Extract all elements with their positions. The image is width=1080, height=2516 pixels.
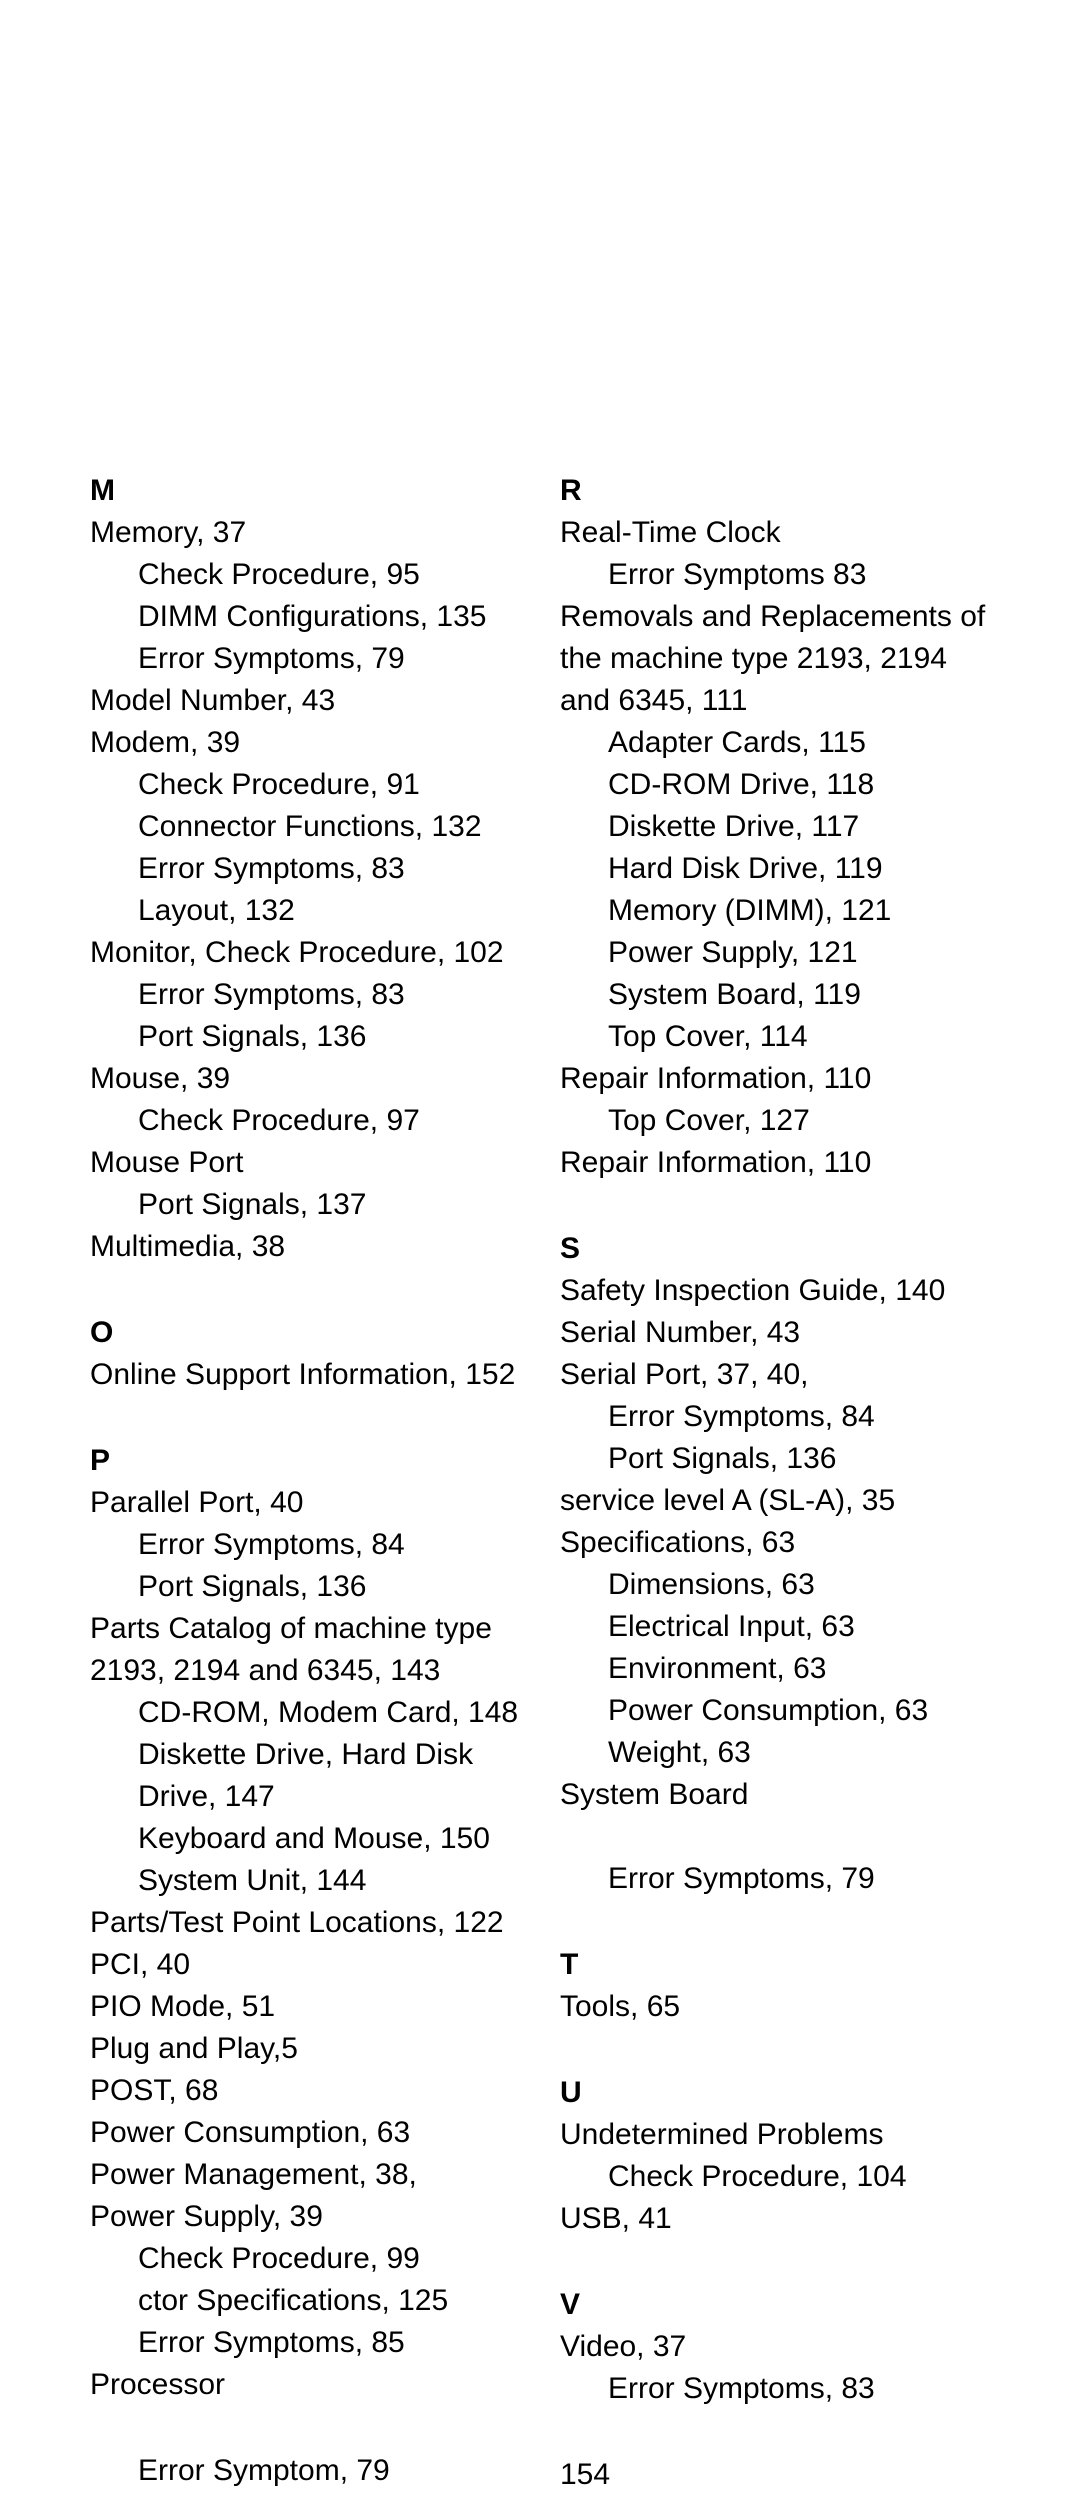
index-subentry: DIMM Configurations, 135 (90, 596, 520, 638)
index-section: MMemory, 37Check Procedure, 95DIMM Confi… (90, 470, 520, 1268)
index-subentry: Top Cover, 127 (560, 1100, 990, 1142)
index-entry: USB, 41 (560, 2198, 990, 2240)
index-entry: Multimedia, 38 (90, 1226, 520, 1268)
section-header: P (90, 1440, 520, 1482)
index-subentry: System Board, 119 (560, 974, 990, 1016)
section-header: V (560, 2284, 990, 2326)
index-subentry: CD-ROM Drive, 118 (560, 764, 990, 806)
index-subentry: Error Symptom, 79 (90, 2450, 520, 2492)
index-subentry: Check Procedure, 91 (90, 764, 520, 806)
index-subentry: Error Symptoms, 84 (560, 1396, 990, 1438)
index-entry: Parts/Test Point Locations, 122 (90, 1902, 520, 1944)
index-entry: Tools, 65 (560, 1986, 990, 2028)
index-section: OOnline Support Information, 152 (90, 1312, 520, 1396)
index-subentry: Keyboard and Mouse, 150 (90, 1818, 520, 1860)
section-header: U (560, 2072, 990, 2114)
index-entry: PIO Mode, 51 (90, 1986, 520, 2028)
index-entry (560, 1816, 990, 1858)
index-entry: Real-Time Clock (560, 512, 990, 554)
section-header: O (90, 1312, 520, 1354)
page-number: 154 (560, 2454, 990, 2496)
index-subentry: Check Procedure, 99 (90, 2238, 520, 2280)
index-subentry: Error Symptoms, 84 (90, 1524, 520, 1566)
index-entry: Model Number, 43 (90, 680, 520, 722)
index-subentry: Port Signals, 137 (90, 1184, 520, 1226)
index-entry: Serial Number, 43 (560, 1312, 990, 1354)
index-subentry: Error Symptoms, 79 (90, 638, 520, 680)
index-entry: Power Supply, 39 (90, 2196, 520, 2238)
index-subentry: Dimensions, 63 (560, 1564, 990, 1606)
index-section: VVideo, 37Error Symptoms, 83 (560, 2284, 990, 2410)
index-subentry: Error Symptoms 83 (560, 554, 990, 596)
index-subentry: Weight, 63 (560, 1732, 990, 1774)
index-entry: POST, 68 (90, 2070, 520, 2112)
index-subentry: ctor Specifications, 125 (90, 2280, 520, 2322)
section-header: R (560, 470, 990, 512)
index-subentry: Electrical Input, 63 (560, 1606, 990, 1648)
index-section: SSafety Inspection Guide, 140Serial Numb… (560, 1228, 990, 1900)
index-entry: Monitor, Check Procedure, 102 (90, 932, 520, 974)
index-entry: Safety Inspection Guide, 140 (560, 1270, 990, 1312)
index-entry: Mouse, 39 (90, 1058, 520, 1100)
index-subentry: Power Supply, 121 (560, 932, 990, 974)
index-entry: Parts Catalog of machine type 2193, 2194… (90, 1608, 520, 1692)
index-subentry: Diskette Drive, 117 (560, 806, 990, 848)
index-subentry: Environment, 63 (560, 1648, 990, 1690)
index-entry: System Board (560, 1774, 990, 1816)
index-subentry: CD-ROM, Modem Card, 148 (90, 1692, 520, 1734)
index-entry: Serial Port, 37, 40, (560, 1354, 990, 1396)
index-subentry: Check Procedure, 95 (90, 554, 520, 596)
index-subentry: Error Symptoms, 79 (560, 1858, 990, 1900)
index-subentry: Error Symptoms, 83 (560, 2368, 990, 2410)
index-subentry: Diskette Drive, Hard Disk Drive, 147 (90, 1734, 520, 1818)
index-entry: Parallel Port, 40 (90, 1482, 520, 1524)
index-subentry: Port Signals, 136 (90, 1016, 520, 1058)
index-section: RReal-Time ClockError Symptoms 83Removal… (560, 470, 990, 1184)
index-section: UUndetermined ProblemsCheck Procedure, 1… (560, 2072, 990, 2240)
index-entry: Power Consumption, 63 (90, 2112, 520, 2154)
index-entry: Online Support Information, 152 (90, 1354, 520, 1396)
index-subentry: Power Consumption, 63 (560, 1690, 990, 1732)
index-subentry: Port Signals, 136 (560, 1438, 990, 1480)
index-entry: Repair Information, 110 (560, 1142, 990, 1184)
index-entry: service level A (SL-A), 35 (560, 1480, 990, 1522)
index-subentry: Layout, 132 (90, 890, 520, 932)
index-subentry: Adapter Cards, 115 (560, 722, 990, 764)
index-entry: Video, 37 (560, 2326, 990, 2368)
index-entry: Power Management, 38, (90, 2154, 520, 2196)
index-subentry: Error Symptoms, 85 (90, 2322, 520, 2364)
index-subentry: Error Symptoms, 83 (90, 848, 520, 890)
index-subentry: Check Procedure, 97 (90, 1100, 520, 1142)
index-entry: PCI, 40 (90, 1944, 520, 1986)
index-page: MMemory, 37Check Procedure, 95DIMM Confi… (0, 0, 1080, 2516)
section-header: S (560, 1228, 990, 1270)
index-section: Error Symptom, 79 (90, 2450, 520, 2492)
index-entry: Removals and Replacements of the machine… (560, 596, 990, 722)
index-entry: Processor (90, 2364, 520, 2406)
index-entry: Plug and Play,5 (90, 2028, 520, 2070)
index-subentry: Port Signals, 136 (90, 1566, 520, 1608)
index-entry: Specifications, 63 (560, 1522, 990, 1564)
index-entry: Repair Information, 110 (560, 1058, 990, 1100)
index-entry: Undetermined Problems (560, 2114, 990, 2156)
index-subentry: Top Cover, 114 (560, 1016, 990, 1058)
index-subentry: System Unit, 144 (90, 1860, 520, 1902)
section-header: T (560, 1944, 990, 1986)
index-subentry: Hard Disk Drive, 119 (560, 848, 990, 890)
index-subentry: Memory (DIMM), 121 (560, 890, 990, 932)
index-entry: Mouse Port (90, 1142, 520, 1184)
index-section: TTools, 65 (560, 1944, 990, 2028)
index-subentry: Error Symptoms, 83 (90, 974, 520, 1016)
index-entry: Memory, 37 (90, 512, 520, 554)
section-header: M (90, 470, 520, 512)
index-subentry: Connector Functions, 132 (90, 806, 520, 848)
index-entry: Modem, 39 (90, 722, 520, 764)
index-section: PParallel Port, 40Error Symptoms, 84Port… (90, 1440, 520, 2406)
index-subentry: Check Procedure, 104 (560, 2156, 990, 2198)
